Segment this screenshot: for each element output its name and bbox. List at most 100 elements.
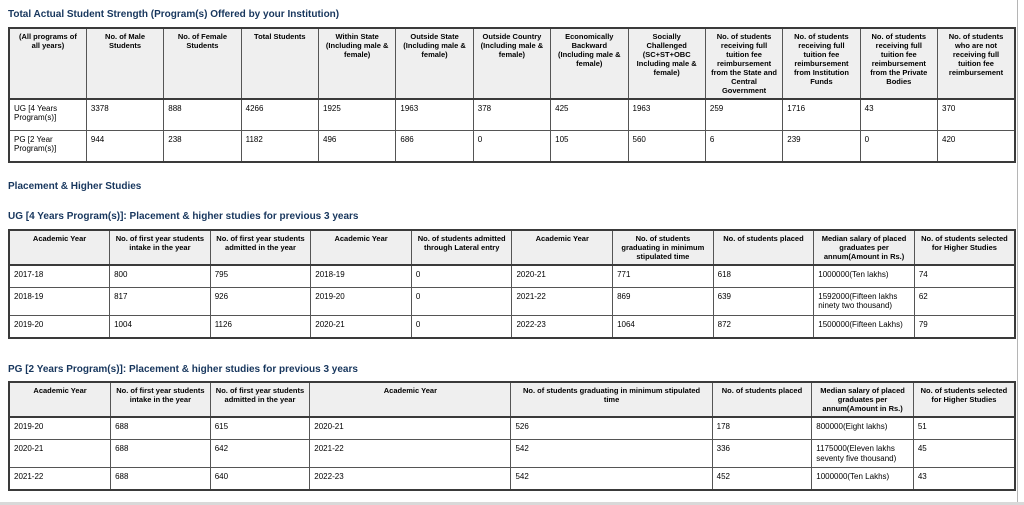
column-header: Within State (Including male & female) [317, 27, 397, 100]
table-cell: 239 [782, 129, 861, 162]
table-cell: 1963 [627, 98, 706, 131]
column-header: No. of students receiving full tuition f… [782, 27, 861, 100]
column-header: No. of first year students intake in the… [109, 229, 211, 266]
column-header: Median salary of placed graduates per an… [813, 229, 915, 266]
table-cell: 238 [163, 129, 242, 162]
table-cell: 2022-23 [309, 467, 512, 491]
table-cell: 639 [712, 286, 815, 316]
table-cell: 370 [937, 98, 1016, 131]
column-header: Academic Year [310, 229, 412, 266]
table-cell: 43 [859, 98, 939, 131]
table-cell: 542 [510, 467, 713, 491]
column-header: No. of students selected for Higher Stud… [913, 229, 1016, 266]
table-cell: 2020-21 [310, 314, 412, 339]
table-cell: 1925 [317, 98, 397, 131]
header-row: Academic Year No. of first year students … [8, 381, 1016, 419]
table-cell: 640 [209, 467, 311, 491]
table-cell: 2021-22 [8, 467, 112, 491]
table-cell: 74 [913, 264, 1016, 288]
table-cell: 2019-20 [8, 314, 111, 339]
table-cell: 178 [711, 416, 813, 441]
table-row: 2019-20 688 615 2020-21 526 178 800000(Eight l… [8, 416, 1016, 441]
table-cell: 944 [85, 129, 165, 162]
table-cell: 2020-21 [8, 439, 112, 469]
table-cell: 2018-19 [8, 286, 111, 316]
table-cell: 336 [711, 439, 813, 469]
column-header: No. of Female Students [163, 27, 242, 100]
column-header: No. of students selected for Higher Stud… [912, 381, 1016, 419]
table-cell: 3378 [85, 98, 165, 131]
table-row: 2018-19 817 926 2019-20 0 2021-22 869 639 159200… [8, 286, 1016, 316]
column-header: Outside Country (Including male & female… [472, 27, 552, 100]
table-cell: 688 [110, 467, 211, 491]
table-cell: 817 [109, 286, 211, 316]
table-cell: 452 [711, 467, 813, 491]
column-header: No. of students placed [712, 229, 815, 266]
table-row: 2020-21 688 642 2021-22 542 336 1175000(Eleven… [8, 439, 1016, 469]
student-strength-table: (All programs of all years) No. of Male S… [8, 26, 1016, 163]
table-cell: 1175000(Eleven lakhs seventy five thousa… [811, 439, 914, 469]
pg-placement-table: Academic Year No. of first year students … [8, 381, 1016, 492]
table-cell: 560 [627, 129, 706, 162]
table-cell: 420 [937, 129, 1016, 162]
table-cell: 0 [410, 264, 513, 288]
ug-placement-table-title: UG [4 Years Program(s)]: Placement & hig… [8, 211, 359, 222]
page-bottom-edge-strip [0, 502, 1024, 505]
table-cell: 771 [612, 264, 714, 288]
table-cell: 79 [913, 314, 1016, 339]
table-cell: 926 [209, 286, 312, 316]
table-cell: 43 [912, 467, 1016, 491]
table-cell: 1000000(Ten Lakhs) [811, 467, 914, 491]
table-cell: 0 [410, 314, 513, 339]
table-cell: 4266 [240, 98, 320, 131]
table-cell: 0 [472, 129, 552, 162]
ug-placement-table: Academic Year No. of first year students … [8, 228, 1016, 339]
table-cell: 1500000(Fifteen Lakhs) [813, 314, 915, 339]
table-cell: 1000000(Ten lakhs) [813, 264, 915, 288]
table-cell: 615 [209, 416, 311, 441]
table-cell: 795 [209, 264, 312, 288]
page-right-edge-line [1017, 0, 1018, 505]
header-row: (All programs of all years) No. of Male S… [8, 27, 1016, 100]
table-cell: 618 [712, 264, 815, 288]
table-cell: 872 [712, 314, 815, 339]
column-header: No. of first year students admitted in t… [209, 229, 312, 266]
column-header: No. of students graduating in minimum st… [612, 229, 714, 266]
table-cell: 688 [110, 416, 211, 441]
column-header: Median salary of placed graduates per an… [811, 381, 914, 419]
table-cell: 51 [912, 416, 1016, 441]
column-header: Academic Year [8, 381, 112, 419]
column-header: Economically Backward (Including male & … [550, 27, 629, 100]
column-header: Outside State (Including male & female) [395, 27, 474, 100]
table-cell: UG [4 Years Program(s)] [8, 98, 87, 131]
table-cell: 6 [704, 129, 784, 162]
table-cell: 642 [209, 439, 311, 469]
table-cell: 2022-23 [511, 314, 614, 339]
table-cell: 2017-18 [8, 264, 111, 288]
column-header: No. of students receiving full tuition f… [704, 27, 784, 100]
table-cell: 0 [859, 129, 939, 162]
column-header: Academic Year [309, 381, 512, 419]
column-header: Socially Challenged (SC+ST+OBC Including… [627, 27, 706, 100]
table-cell: 2020-21 [511, 264, 614, 288]
column-header: Academic Year [8, 229, 111, 266]
table-cell: 496 [317, 129, 397, 162]
table-cell: 526 [510, 416, 713, 441]
table-cell: 1182 [240, 129, 320, 162]
column-header: No. of students receiving full tuition f… [859, 27, 939, 100]
table-cell: 2019-20 [310, 286, 412, 316]
column-header: No. of first year students intake in the… [110, 381, 211, 419]
column-header: No. of students graduating in minimum st… [510, 381, 713, 419]
column-header: No. of students who are not receiving fu… [937, 27, 1016, 100]
column-header: No. of first year students admitted in t… [209, 381, 311, 419]
table-cell: PG [2 Year Program(s)] [8, 129, 87, 162]
table-cell: 425 [550, 98, 629, 131]
column-header: No. of students admitted through Lateral… [410, 229, 513, 266]
table-cell: 1126 [209, 314, 312, 339]
table-cell: 105 [550, 129, 629, 162]
table-cell: 1064 [612, 314, 714, 339]
table-cell: 2018-19 [310, 264, 412, 288]
table-cell: 62 [913, 286, 1016, 316]
table-cell: 688 [110, 439, 211, 469]
